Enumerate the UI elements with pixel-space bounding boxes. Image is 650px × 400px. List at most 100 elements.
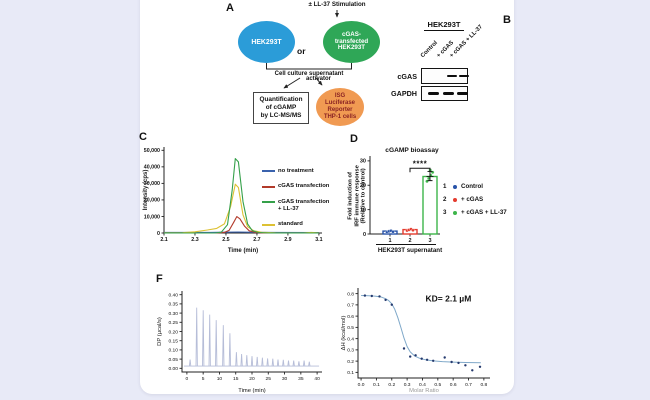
svg-text:Time (min): Time (min): [228, 248, 258, 254]
legend-item: 3 + cGAS + LL-37: [443, 209, 507, 216]
svg-text:50,000: 50,000: [144, 148, 160, 154]
legend-line-swatch: [262, 223, 275, 226]
svg-text:0.2: 0.2: [347, 359, 354, 365]
svg-text:0.8: 0.8: [347, 291, 354, 297]
bioassay-title: cGAMP bioassay: [385, 147, 439, 154]
legend-item: cGAS transfection: [262, 183, 329, 190]
svg-text:20,000: 20,000: [144, 198, 160, 204]
svg-text:0.05: 0.05: [168, 357, 178, 363]
svg-text:0.15: 0.15: [168, 339, 178, 345]
svg-text:20: 20: [360, 183, 366, 189]
svg-text:35: 35: [298, 376, 304, 382]
svg-text:30: 30: [360, 159, 366, 165]
svg-text:20: 20: [249, 376, 255, 382]
svg-text:2.9: 2.9: [284, 237, 291, 243]
svg-text:15: 15: [233, 376, 239, 382]
legend-dot: [453, 210, 457, 215]
blot-gapdh: [421, 86, 468, 101]
lcms-quantification-label: Quantification of cGAMP by LC-MS/MS: [259, 96, 303, 119]
blot-band: [442, 92, 454, 95]
legend-line-swatch: [262, 185, 275, 188]
bioassay-legend: 1 Control 2 + cGAS 3 + cGAS + LL-37: [443, 183, 507, 222]
svg-text:2.7: 2.7: [253, 237, 260, 243]
legend-item: no treatment: [262, 168, 329, 175]
legend-item: cGAS transfection + LL-37: [262, 199, 329, 213]
svg-text:1: 1: [388, 238, 391, 244]
svg-text:25: 25: [266, 376, 272, 382]
svg-text:Time (min): Time (min): [238, 388, 266, 394]
isg-reporter-circle: ISG Luciferase Reporter THP-1 cells: [316, 88, 364, 126]
itc-thermogram-chart: 0 5 10 15 20 25 30 35 40 0.00 0.05 0.10 0.15 0.20 0.25…: [157, 291, 322, 394]
legend-item: 1 Control: [443, 183, 507, 190]
legend-label: no treatment: [278, 168, 314, 174]
legend-item: standard: [262, 221, 329, 228]
svg-text:0.7: 0.7: [347, 303, 354, 309]
svg-text:3: 3: [428, 238, 431, 244]
svg-text:0.3: 0.3: [404, 382, 411, 388]
svg-text:0.10: 0.10: [168, 348, 178, 354]
svg-text:10: 10: [217, 376, 223, 382]
panel-c-label: C: [139, 131, 147, 143]
svg-text:0.2: 0.2: [388, 382, 395, 388]
blot-band: [459, 74, 469, 78]
supernatant-bracket: [266, 63, 352, 70]
svg-text:Intensity (cps): Intensity (cps): [143, 170, 149, 211]
svg-text:2.5: 2.5: [222, 237, 229, 243]
svg-text:0.6: 0.6: [450, 382, 457, 388]
svg-text:0.00: 0.00: [168, 366, 178, 372]
supernatant-label: Cell culture supernatant: [274, 70, 344, 77]
isg-reporter-label: ISG Luciferase Reporter THP-1 cells: [323, 93, 357, 120]
blot-row-label-gapdh: GAPDH: [391, 89, 417, 98]
svg-text:30,000: 30,000: [144, 181, 160, 187]
blot-header: HEK293T: [427, 20, 461, 29]
svg-text:0.5: 0.5: [434, 382, 441, 388]
svg-text:0.40: 0.40: [168, 292, 178, 298]
svg-text:10,000: 10,000: [144, 214, 160, 220]
legend-label: + cGAS + LL-37: [461, 209, 507, 216]
blot-band: [457, 92, 468, 95]
cgas-transfected-cell-circle: cGAS-transfected HEK293T: [323, 21, 380, 63]
svg-text:Molar Ratio: Molar Ratio: [409, 388, 439, 394]
legend-item: 2 + cGAS: [443, 196, 507, 203]
svg-text:0.20: 0.20: [168, 329, 178, 335]
svg-text:0.8: 0.8: [480, 382, 487, 388]
bioassay-ylabel-lines: Fold induction of IRF immune response (Rel…: [347, 165, 367, 227]
svg-text:0.30: 0.30: [168, 311, 178, 317]
figure-card: [140, 0, 514, 394]
svg-text:0: 0: [363, 232, 366, 238]
svg-text:0.1: 0.1: [373, 382, 380, 388]
arrow-to-lcms: [283, 77, 301, 89]
legend-label: cGAS transfection + LL-37: [278, 198, 330, 212]
chromatogram-legend: no treatment cGAS transfection cGAS transf…: [262, 168, 329, 237]
arrow-to-reporter: [315, 77, 323, 86]
svg-text:2.1: 2.1: [160, 237, 167, 243]
activator-label: activator: [306, 76, 332, 82]
svg-text:40,000: 40,000: [144, 165, 160, 171]
bioassay-xlabel: HEK293T supernatant: [377, 246, 443, 254]
panel-f-label: F: [156, 273, 163, 285]
svg-text:0.0: 0.0: [358, 382, 365, 388]
itc-isotherm-chart: 0.0 0.1 0.2 0.3 0.4 0.5 0.6 0.7 0.8 0.1 0.2 0.3 0.4 0…: [341, 288, 490, 394]
legend-number: 3: [443, 209, 447, 216]
chromatogram-chart: 2.1 2.3 2.5 2.7 2.9 3.1 0 10,000 20,000 30,000 40,…: [143, 147, 323, 254]
svg-text:5: 5: [202, 376, 205, 382]
legend-line-swatch: [262, 170, 275, 173]
legend-line-swatch: [262, 201, 275, 204]
svg-text:0.7: 0.7: [465, 382, 472, 388]
legend-label: standard: [278, 221, 303, 228]
svg-text:2.3: 2.3: [191, 237, 198, 243]
svg-text:30: 30: [282, 376, 288, 382]
blot-band: [428, 92, 439, 95]
hek293t-cell-label: HEK293T: [251, 38, 282, 46]
svg-text:0.6: 0.6: [347, 314, 354, 320]
blot-row-label-cgas: cGAS: [397, 71, 417, 81]
hek293t-cell-circle: HEK293T: [238, 21, 295, 63]
legend-label: + cGAS: [461, 196, 484, 203]
blot-header-underline: [424, 30, 464, 32]
legend-number: 1: [443, 183, 447, 190]
svg-text:DP (µcal/s): DP (µcal/s): [157, 317, 163, 346]
svg-text:0.4: 0.4: [347, 336, 354, 342]
svg-text:40: 40: [314, 376, 320, 382]
panel-b-label: B: [503, 14, 511, 26]
